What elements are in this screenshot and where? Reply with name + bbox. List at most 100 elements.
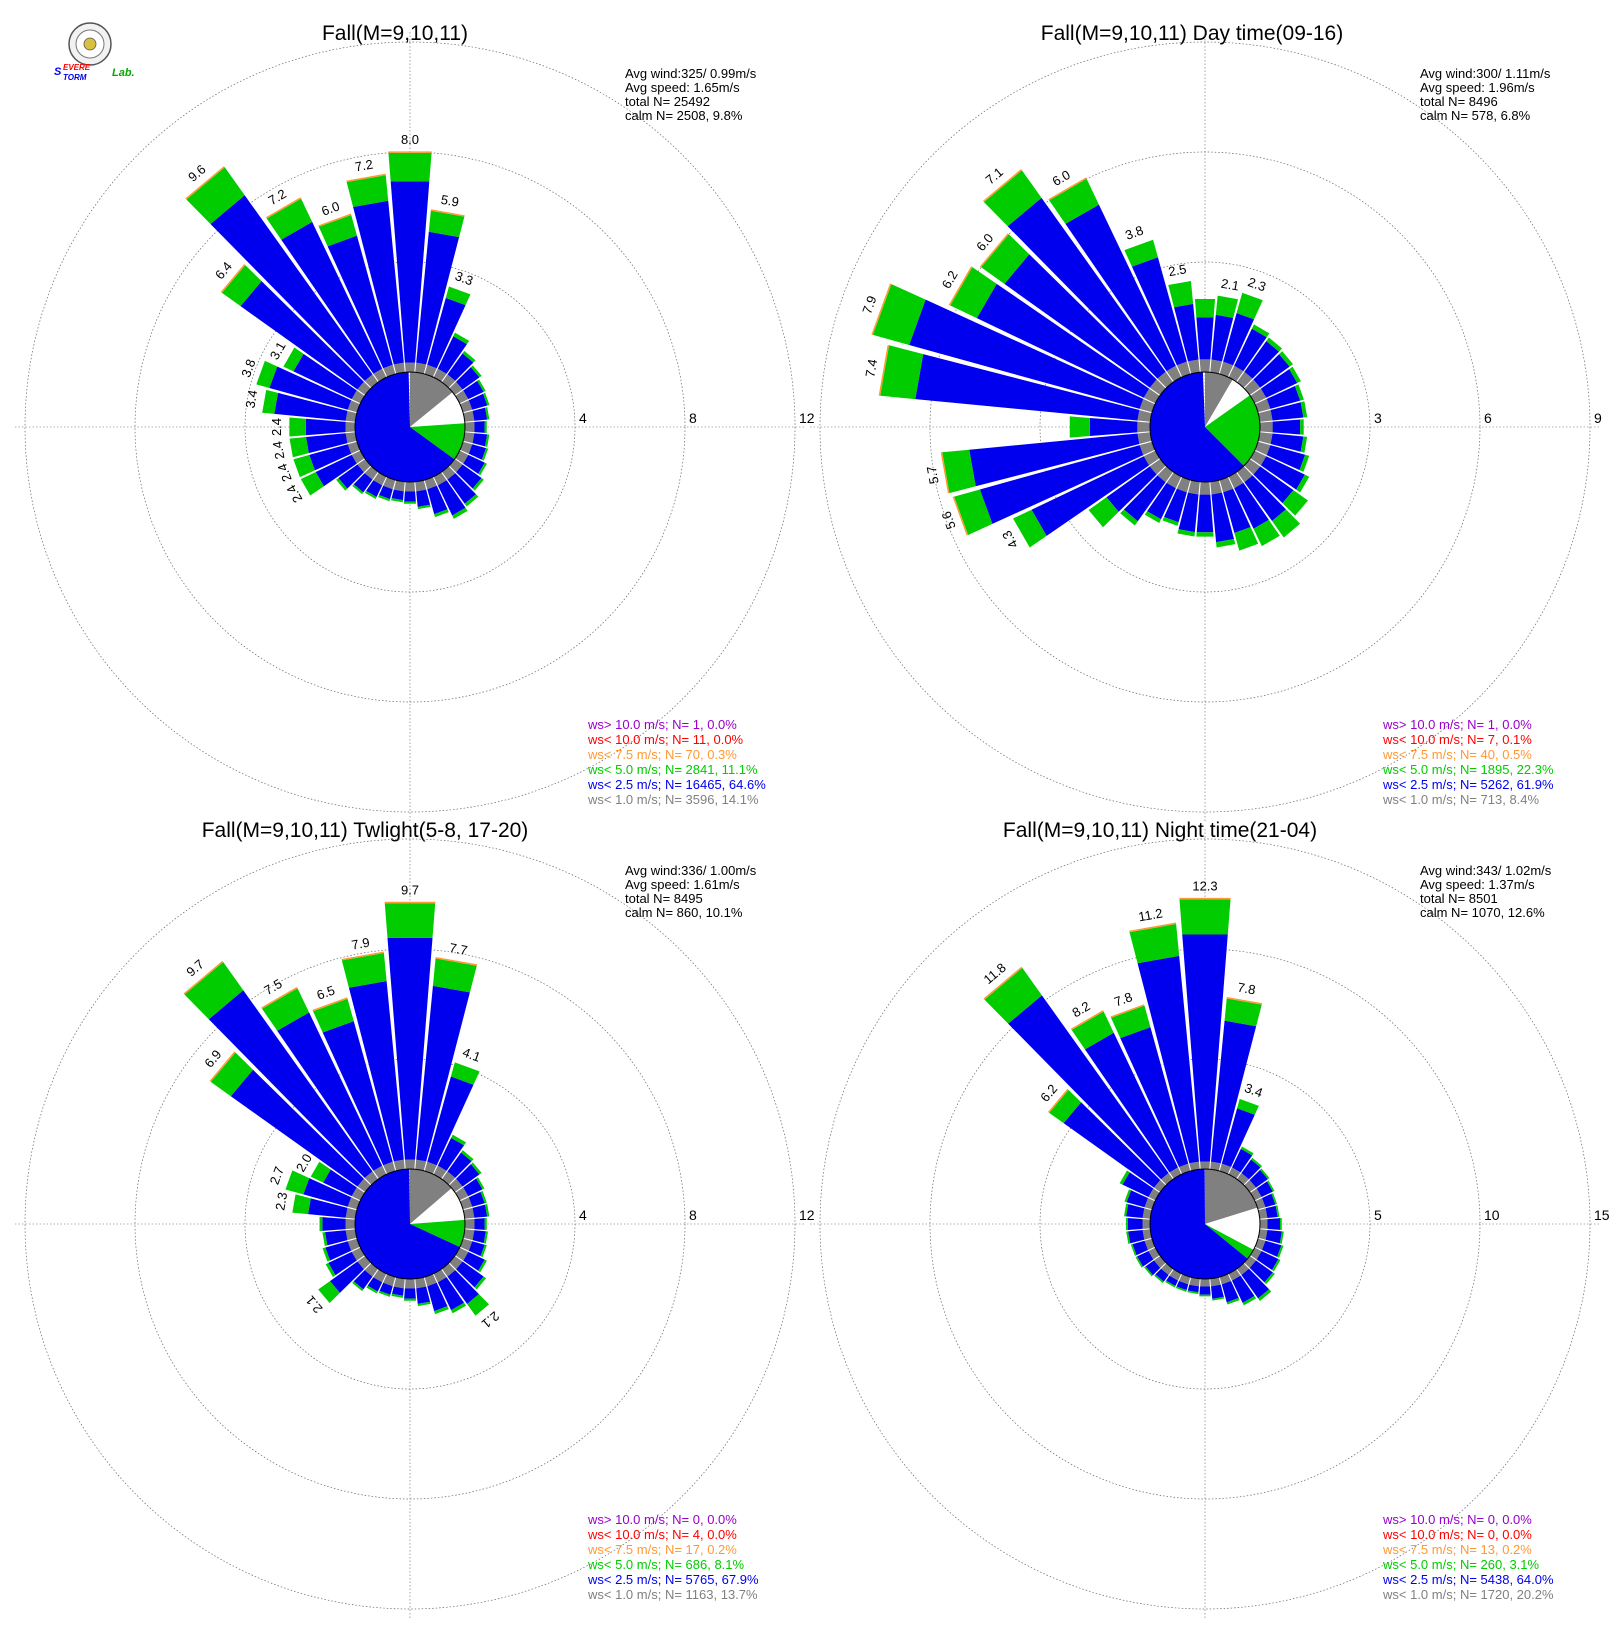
bar-segment-lt25 (427, 1282, 448, 1312)
bar-segment-lt5 (470, 1162, 482, 1175)
bar-segment-lt25 (468, 444, 487, 460)
bar-segment-lt5 (1289, 366, 1301, 383)
bar-segment-lt25 (1089, 417, 1138, 437)
bar-segment-lt1 (1219, 361, 1234, 377)
bar-segment-lt25 (353, 200, 404, 365)
bar-segment-lt25 (472, 407, 488, 421)
bar-segment-lt1 (1258, 1208, 1268, 1219)
legend-entry: ws< 2.5 m/s; N= 16465, 64.6% (587, 777, 766, 792)
pie-slice-lt1 (410, 1169, 452, 1224)
bar-segment-lt1 (1161, 1172, 1174, 1185)
bar-segment-lt5 (322, 1247, 331, 1262)
chart-title: Fall(M=9,10,11) (322, 22, 468, 45)
bar-segment-lt25 (1265, 1230, 1282, 1244)
bar-segment-lt25 (463, 1251, 485, 1271)
bar-segment-lt1 (1153, 1255, 1166, 1268)
bar-segment-lt25 (1120, 1027, 1189, 1167)
bar-segment-lt5 (1154, 1274, 1164, 1284)
bar-segment-lt75 (1110, 1004, 1145, 1018)
bar-segment-lt25 (367, 1277, 383, 1292)
bar-segment-lt1 (433, 1269, 447, 1283)
bar-segment-lt5 (1282, 490, 1308, 516)
bar-segment-lt5 (1272, 509, 1301, 538)
bar-segment-lt1 (433, 368, 447, 382)
bar-segment-lt1 (463, 1207, 475, 1219)
bar-segment-lt1 (1228, 365, 1244, 382)
bar-segment-lt25 (305, 418, 346, 436)
bar-segment-lt1 (345, 421, 356, 433)
bar-segment-lt25 (1223, 313, 1255, 366)
bar-segment-lt1 (1161, 1263, 1174, 1276)
bar-segment-lt1 (1137, 432, 1152, 444)
bar-segment-lt1 (393, 480, 405, 492)
bar-segment-lt5 (1144, 1266, 1153, 1277)
bar-segment-lt5 (391, 498, 403, 503)
bar-segment-lt5 (262, 389, 278, 414)
bar-segment-lt25 (322, 1021, 393, 1166)
bar-segment-lt5 (325, 1262, 336, 1277)
bar-segment-lt5 (1253, 519, 1280, 547)
bar-segment-lt5 (485, 1204, 490, 1217)
bar-segment-lt5 (1251, 1157, 1263, 1168)
bar-segment-lt75 (185, 166, 225, 200)
bar-segment-lt25 (391, 489, 404, 501)
pie-slice-calm (1205, 379, 1250, 427)
bar-segment-lt5 (942, 449, 976, 494)
bar-value-label: 9.7 (183, 956, 206, 979)
bar-segment-lt75 (388, 151, 432, 153)
bar-segment-lt1 (1255, 441, 1271, 456)
bar-segment-lt5 (1179, 899, 1231, 935)
bar-segment-lt75 (430, 209, 465, 217)
bar-segment-lt25 (325, 1241, 352, 1261)
tick-label: 12 (799, 1207, 815, 1223)
bar-segment-lt1 (415, 480, 427, 492)
bar-segment-lt1 (1259, 1219, 1268, 1229)
bar-segment-lt5 (452, 507, 468, 519)
bar-segment-lt5 (1240, 1146, 1254, 1156)
bar-segment-lt25 (1126, 1190, 1148, 1208)
bar-segment-lt1 (393, 1277, 405, 1289)
bar-segment-lt25 (1137, 1250, 1154, 1267)
bar-segment-lt1 (1157, 371, 1174, 388)
bar-segment-lt1 (460, 400, 473, 413)
wind-rose-panel-4: Fall(M=9,10,11) Night time(21-04) 5 10 15 12… (810, 819, 1610, 1619)
bar-segment-lt5 (1300, 436, 1308, 453)
bar-value-label: 2.4 (270, 440, 288, 460)
bar-segment-lt25 (1249, 1260, 1273, 1283)
bar-segment-lt1 (1166, 365, 1182, 382)
bar-value-label: 2.3 (272, 1191, 290, 1211)
bar-segment-lt25 (456, 464, 482, 489)
bar-value-label: 8.0 (401, 132, 419, 147)
bar-segment-lt1 (351, 450, 365, 464)
bar-value-label: 12.3 (1192, 878, 1217, 893)
bar-segment-lt25 (1267, 1218, 1281, 1230)
bar-segment-lt25 (309, 444, 352, 471)
bar-segment-lt1 (1258, 432, 1273, 444)
bar-value-label: 7.9 (859, 294, 879, 316)
legend-entry: ws> 10.0 m/s; N= 0, 0.0% (587, 1512, 737, 1527)
pie-slice-lt5 (410, 423, 466, 460)
bar-segment-lt25 (969, 433, 1140, 487)
bar-segment-lt1 (383, 364, 396, 377)
bar-segment-lt5 (1272, 1259, 1281, 1272)
bar-segment-lt1 (424, 364, 437, 377)
bar-value-label: 6.0 (319, 198, 341, 218)
bar-value-label: 8.2 (1069, 998, 1092, 1020)
legend-entry: ws< 10.0 m/s; N= 7, 0.1% (1382, 732, 1532, 747)
bar-segment-lt1 (1250, 388, 1267, 404)
bar-segment-lt5 (1275, 1205, 1280, 1217)
stat-calm: calm N= 1070, 12.6% (1420, 905, 1545, 920)
legend-entry: ws< 5.0 m/s; N= 686, 8.1% (587, 1557, 745, 1572)
bar-segment-lt25 (240, 281, 364, 390)
stat-avg-wind: Avg wind:325/ 0.99m/s (625, 66, 757, 81)
bar-segment-lt25 (322, 1217, 346, 1231)
bar-segment-lt25 (437, 1277, 465, 1311)
bar-segment-lt75 (871, 283, 892, 335)
bar-segment-lt25 (427, 485, 448, 515)
bar-segment-lt75 (983, 966, 1023, 1000)
legend-entry: ws< 10.0 m/s; N= 4, 0.0% (587, 1527, 737, 1542)
logo-lab-text: Lab. (112, 67, 135, 79)
bar-value-label: 4.1 (461, 1044, 483, 1064)
bar-segment-lt1 (345, 1229, 357, 1241)
pie-outline (1149, 371, 1261, 483)
